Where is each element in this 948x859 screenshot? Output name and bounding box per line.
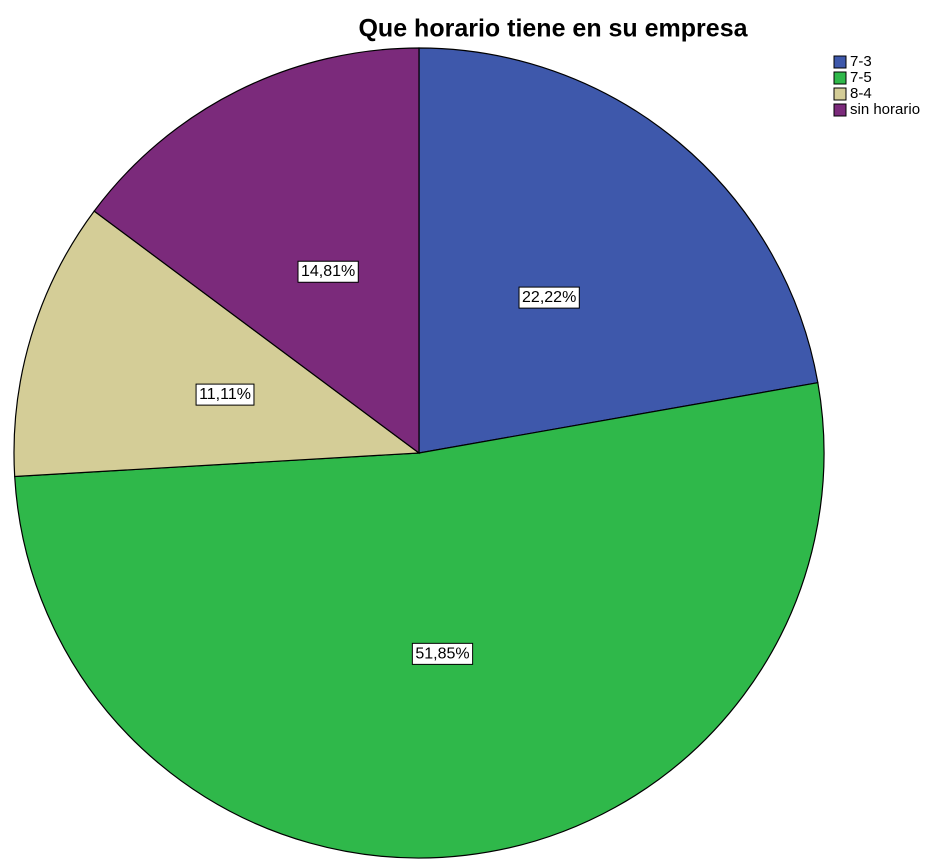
data-label: 22,22%: [522, 289, 576, 306]
legend-label: sin horario: [850, 101, 920, 118]
legend-label: 8-4: [850, 85, 872, 102]
pie-slice: [13, 210, 421, 478]
data-label-box: [411, 642, 474, 665]
legend-swatch: [833, 71, 847, 85]
data-label-box: [195, 383, 255, 406]
data-label: 51,85%: [415, 645, 469, 662]
data-label-box: [518, 286, 580, 309]
chart-title: Que horario tiene en su empresa: [358, 15, 748, 43]
pie-slice: [418, 47, 819, 454]
legend-swatch: [833, 55, 847, 69]
legend-label: 7-3: [850, 53, 872, 70]
legend-swatch: [833, 103, 847, 117]
data-label: 11,11%: [199, 386, 251, 403]
data-label-box: [297, 260, 359, 283]
pie-slice: [93, 47, 420, 455]
pie-slice: [14, 381, 825, 859]
legend-label: 7-5: [850, 69, 872, 86]
legend-swatch: [833, 87, 847, 101]
data-label: 14,81%: [301, 263, 355, 280]
